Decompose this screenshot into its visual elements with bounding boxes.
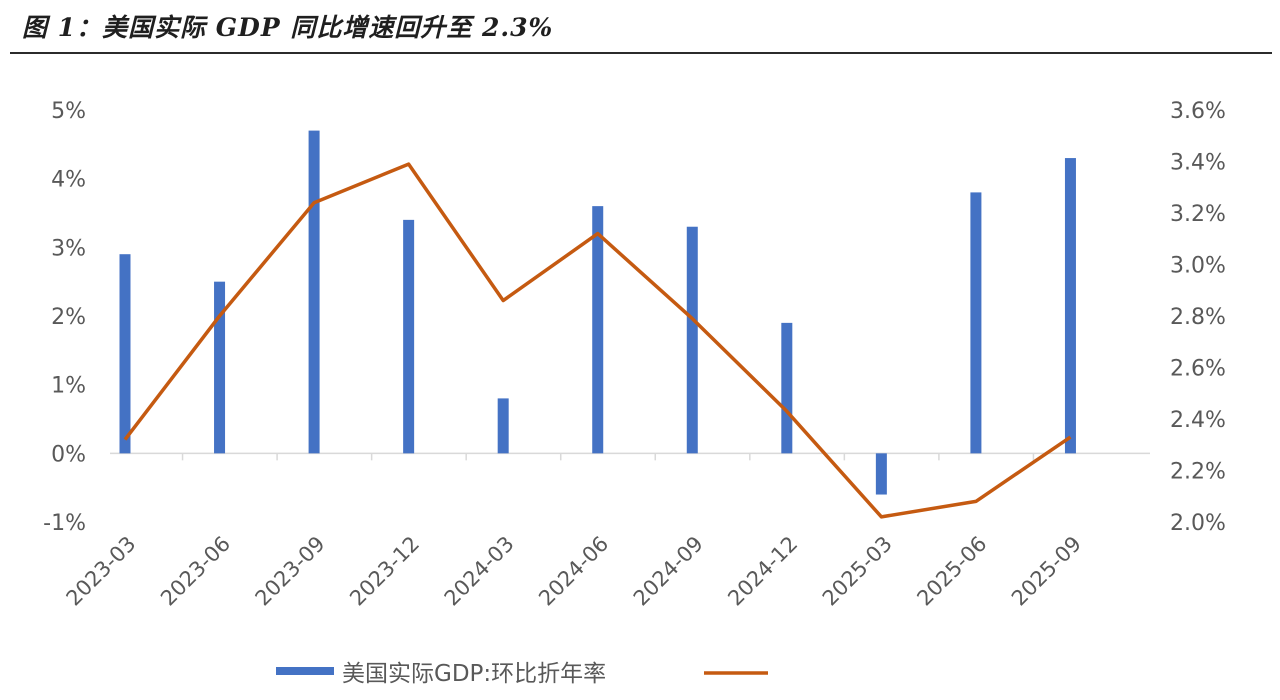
gdp-bar — [781, 322, 793, 454]
left-axis-tick-label: 2% — [51, 305, 86, 330]
x-axis-labels: 2023-03 2023-06 2023-09 2023-12 2024-03 2024-… — [62, 532, 1086, 611]
gdp-bar — [214, 281, 226, 454]
x-axis-tick-label: 2023-06 — [156, 532, 235, 611]
left-axis-tick-label: 4% — [51, 168, 86, 193]
right-axis-tick-label: 3.4% — [1170, 151, 1226, 176]
left-axis-tick-label: 3% — [51, 236, 86, 261]
left-axis-tick-label: 1% — [51, 374, 86, 399]
x-axis-tick-label: 2025-03 — [818, 532, 897, 611]
x-axis-tick-label: 2025-06 — [912, 532, 991, 611]
gdp-bar — [403, 219, 415, 454]
right-axis-tick-label: 2.8% — [1170, 305, 1226, 330]
gdp-bar — [119, 254, 131, 454]
gdp-bar — [497, 398, 509, 454]
x-axis-tick-label: 2023-03 — [62, 532, 141, 611]
gdp-bars — [119, 130, 1076, 495]
left-axis-tick-label: -1% — [43, 511, 86, 536]
left-axis-tick-label: 5% — [51, 99, 86, 124]
x-axis-tick-label: 2024-06 — [534, 532, 613, 611]
x-axis-tick-label: 2024-03 — [440, 532, 519, 611]
legend-swatch-bar — [276, 667, 334, 675]
legend: 美国实际GDP:环比折年率 — [276, 661, 768, 687]
line-series — [123, 162, 1072, 519]
yoy-growth-line — [123, 162, 1072, 519]
right-axis-tick-label: 2.6% — [1170, 357, 1226, 382]
gdp-bar — [1064, 158, 1076, 454]
gdp-bar — [308, 130, 320, 454]
gdp-bar — [592, 206, 604, 454]
left-y-axis: 5% 4% 3% 2% 1% 0% -1% — [43, 99, 86, 536]
right-axis-tick-label: 2.4% — [1170, 408, 1226, 433]
x-axis-tick-label: 2023-09 — [251, 532, 330, 611]
figure-title: 图 1：美国实际 GDP 同比增速回升至 2.3% — [22, 13, 554, 42]
gdp-bar — [970, 192, 982, 454]
right-y-axis: 3.6% 3.4% 3.2% 3.0% 2.8% 2.6% 2.4% 2.2% 2.0% — [1170, 99, 1226, 536]
right-axis-tick-label: 3.2% — [1170, 202, 1226, 227]
x-axis-tick-label: 2023-12 — [345, 532, 424, 611]
x-axis-tick-label: 2024-12 — [723, 532, 802, 611]
title-divider — [10, 52, 1272, 54]
gdp-bar — [686, 226, 698, 454]
gdp-bar — [875, 453, 887, 495]
right-axis-tick-label: 2.0% — [1170, 511, 1226, 536]
left-axis-tick-label: 0% — [51, 442, 86, 467]
x-axis-tick-label: 2025-09 — [1007, 532, 1086, 611]
right-axis-tick-label: 3.0% — [1170, 254, 1226, 279]
x-axis-tick-marks — [181, 453, 1035, 461]
legend-label-bar: 美国实际GDP:环比折年率 — [342, 661, 606, 687]
x-axis-tick-label: 2024-09 — [629, 532, 708, 611]
right-axis-tick-label: 3.6% — [1170, 99, 1226, 124]
right-axis-tick-label: 2.2% — [1170, 460, 1226, 485]
